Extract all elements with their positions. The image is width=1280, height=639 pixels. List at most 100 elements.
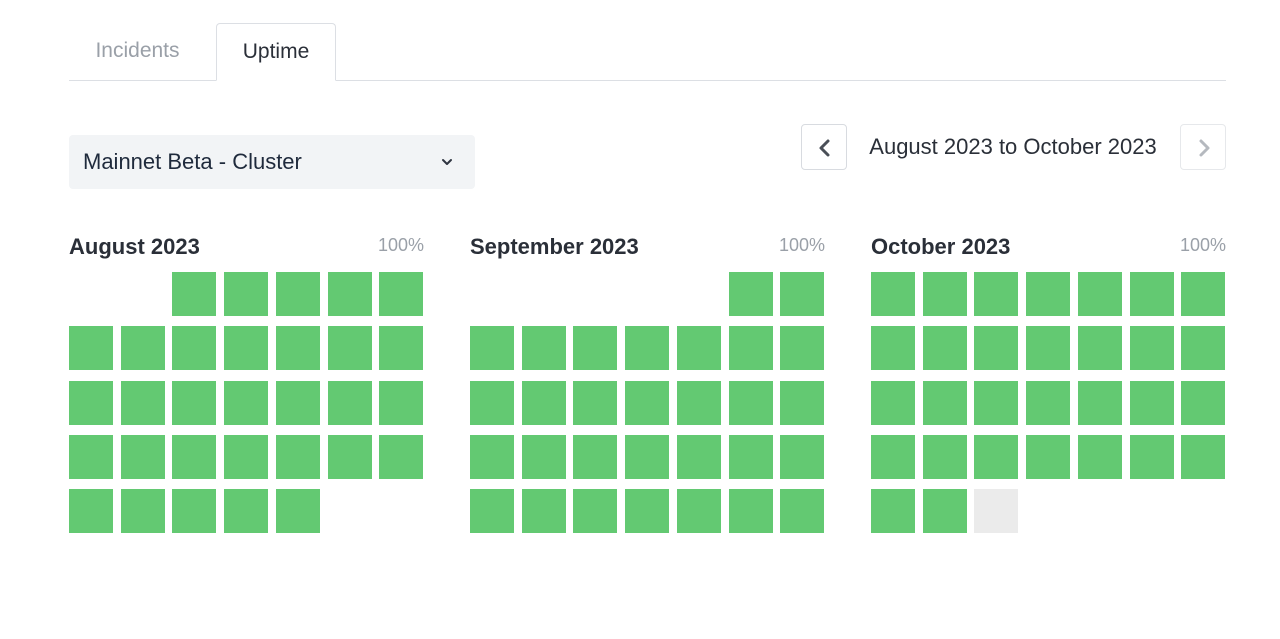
day-cell[interactable] — [1026, 272, 1070, 316]
day-cell[interactable] — [1130, 326, 1174, 370]
day-cell[interactable] — [974, 435, 1018, 479]
day-cell[interactable] — [923, 435, 967, 479]
day-cell[interactable] — [69, 489, 113, 533]
day-cell[interactable] — [625, 489, 669, 533]
day-cell[interactable] — [871, 381, 915, 425]
day-cell[interactable] — [522, 435, 566, 479]
day-cell[interactable] — [69, 435, 113, 479]
day-cell[interactable] — [172, 381, 216, 425]
day-grid — [871, 272, 1226, 534]
day-cell[interactable] — [522, 489, 566, 533]
day-cell[interactable] — [172, 489, 216, 533]
day-cell[interactable] — [379, 435, 423, 479]
day-cell[interactable] — [573, 326, 617, 370]
next-range-button[interactable] — [1180, 124, 1226, 170]
day-cell[interactable] — [677, 435, 721, 479]
day-cell[interactable] — [1130, 272, 1174, 316]
day-cell[interactable] — [780, 489, 824, 533]
day-cell[interactable] — [625, 435, 669, 479]
day-cell[interactable] — [470, 381, 514, 425]
day-cell[interactable] — [871, 489, 915, 533]
day-cell[interactable] — [1181, 381, 1225, 425]
day-cell[interactable] — [224, 435, 268, 479]
day-cell[interactable] — [276, 326, 320, 370]
day-cell[interactable] — [121, 381, 165, 425]
day-cell[interactable] — [172, 326, 216, 370]
day-cell[interactable] — [224, 272, 268, 316]
month-title: August 2023 — [69, 234, 200, 259]
day-cell[interactable] — [276, 381, 320, 425]
day-cell[interactable] — [121, 326, 165, 370]
day-cell[interactable] — [1130, 435, 1174, 479]
day-cell[interactable] — [1181, 326, 1225, 370]
day-cell[interactable] — [677, 326, 721, 370]
day-cell[interactable] — [923, 489, 967, 533]
day-cell[interactable] — [729, 272, 773, 316]
day-cell[interactable] — [573, 489, 617, 533]
day-cell[interactable] — [470, 435, 514, 479]
day-cell[interactable] — [1026, 435, 1070, 479]
day-cell[interactable] — [974, 326, 1018, 370]
tab-incidents[interactable]: Incidents — [95, 39, 180, 62]
day-cell[interactable] — [224, 381, 268, 425]
day-cell[interactable] — [224, 326, 268, 370]
day-cell[interactable] — [328, 435, 372, 479]
day-cell[interactable] — [172, 435, 216, 479]
day-cell[interactable] — [1026, 326, 1070, 370]
day-cell[interactable] — [974, 272, 1018, 316]
day-cell[interactable] — [522, 326, 566, 370]
day-cell[interactable] — [328, 326, 372, 370]
day-cell[interactable] — [625, 326, 669, 370]
day-cell[interactable] — [121, 489, 165, 533]
day-cell[interactable] — [871, 435, 915, 479]
day-cell[interactable] — [522, 381, 566, 425]
day-cell[interactable] — [729, 326, 773, 370]
day-cell[interactable] — [1130, 381, 1174, 425]
day-cell[interactable] — [276, 272, 320, 316]
day-cell[interactable] — [871, 272, 915, 316]
day-cell[interactable] — [573, 381, 617, 425]
previous-range-button[interactable] — [801, 124, 847, 170]
day-cell[interactable] — [276, 435, 320, 479]
day-cell[interactable] — [677, 489, 721, 533]
day-cell[interactable] — [923, 326, 967, 370]
day-cell[interactable] — [871, 326, 915, 370]
day-cell[interactable] — [729, 489, 773, 533]
day-cell[interactable] — [573, 435, 617, 479]
day-cell[interactable] — [1078, 272, 1122, 316]
day-cell[interactable] — [780, 435, 824, 479]
day-cell[interactable] — [923, 381, 967, 425]
day-cell[interactable] — [923, 272, 967, 316]
day-cell[interactable] — [224, 489, 268, 533]
day-cell[interactable] — [379, 272, 423, 316]
day-cell[interactable] — [677, 381, 721, 425]
day-cell[interactable] — [69, 381, 113, 425]
chevron-right-icon — [1199, 139, 1210, 157]
day-cell[interactable] — [470, 326, 514, 370]
day-cell[interactable] — [328, 272, 372, 316]
day-cell[interactable] — [172, 272, 216, 316]
day-cell[interactable] — [379, 381, 423, 425]
day-cell[interactable] — [1181, 272, 1225, 316]
day-cell[interactable] — [625, 381, 669, 425]
day-cell[interactable] — [780, 381, 824, 425]
day-cell[interactable] — [780, 272, 824, 316]
day-cell[interactable] — [974, 489, 1018, 533]
day-cell[interactable] — [1026, 381, 1070, 425]
tab-uptime[interactable]: Uptime — [216, 23, 336, 81]
day-cell[interactable] — [974, 381, 1018, 425]
day-cell[interactable] — [69, 326, 113, 370]
day-cell[interactable] — [276, 489, 320, 533]
day-cell[interactable] — [1181, 435, 1225, 479]
day-cell[interactable] — [121, 435, 165, 479]
day-cell[interactable] — [1078, 381, 1122, 425]
day-cell[interactable] — [379, 326, 423, 370]
day-cell[interactable] — [1078, 435, 1122, 479]
day-cell[interactable] — [729, 435, 773, 479]
day-cell[interactable] — [1078, 326, 1122, 370]
day-cell[interactable] — [470, 489, 514, 533]
cluster-select[interactable]: Mainnet Beta - Cluster — [69, 135, 475, 189]
day-cell[interactable] — [328, 381, 372, 425]
day-cell[interactable] — [729, 381, 773, 425]
day-cell[interactable] — [780, 326, 824, 370]
